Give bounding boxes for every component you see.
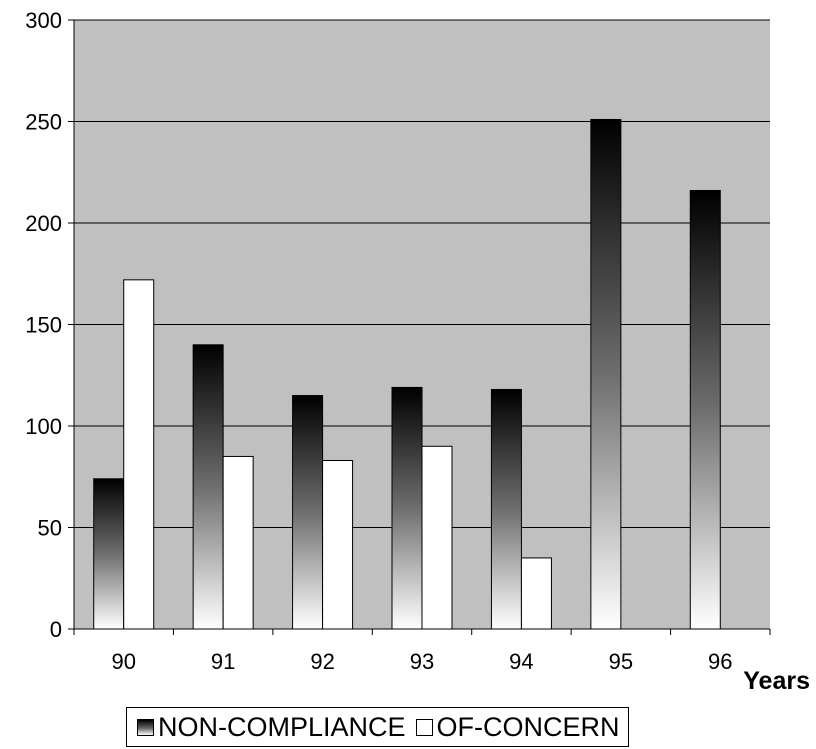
x-tick-label: 95	[609, 649, 633, 674]
x-axis-label: Years	[743, 667, 810, 695]
bar-of-concern	[123, 279, 155, 630]
bar-of-concern	[322, 460, 354, 630]
x-tick-label: 96	[708, 649, 732, 674]
legend-item-of-concern: OF-CONCERN	[415, 711, 620, 743]
bar-of-concern	[421, 445, 453, 630]
bar-non-compliance	[689, 190, 721, 630]
bar-non-compliance	[490, 388, 522, 630]
legend-swatch-of-concern	[415, 718, 433, 736]
x-tick-label: 92	[310, 649, 334, 674]
x-tick-label: 93	[410, 649, 434, 674]
y-tick-label: 200	[25, 211, 62, 236]
x-tick-labels: 90 91 92 93 94 95 96	[111, 649, 732, 674]
y-tick-label: 300	[25, 8, 62, 33]
x-tick-label: 91	[211, 649, 235, 674]
bar-non-compliance	[192, 344, 224, 630]
bar-non-compliance	[93, 478, 125, 630]
y-tick-label: 150	[25, 313, 62, 338]
bar-of-concern	[520, 557, 552, 630]
y-tick-label: 250	[25, 110, 62, 135]
x-tick-label: 94	[509, 649, 533, 674]
legend-swatch-non-compliance	[137, 718, 154, 736]
bar-non-compliance	[590, 118, 622, 630]
y-tick-label: 100	[25, 414, 62, 439]
legend: NON-COMPLIANCE OF-CONCERN	[126, 707, 629, 747]
legend-label-non-compliance: NON-COMPLIANCE	[158, 711, 406, 742]
bar-non-compliance	[292, 395, 324, 630]
bar-of-concern	[222, 455, 254, 630]
legend-item-non-compliance: NON-COMPLIANCE	[137, 712, 406, 743]
bars	[93, 118, 721, 630]
y-tick-labels: 0 50 100 150 200 250 300	[25, 8, 62, 642]
y-tick-label: 50	[38, 516, 62, 541]
x-tick-label: 90	[111, 649, 135, 674]
bar-non-compliance	[391, 386, 423, 630]
bar-chart: 0 50 100 150 200 250 300 90 91 92 93 94 95 96 Years	[25, 8, 810, 695]
y-tick-label: 0	[50, 617, 62, 642]
legend-label-of-concern: OF-CONCERN	[436, 711, 620, 742]
axes	[68, 19, 771, 635]
